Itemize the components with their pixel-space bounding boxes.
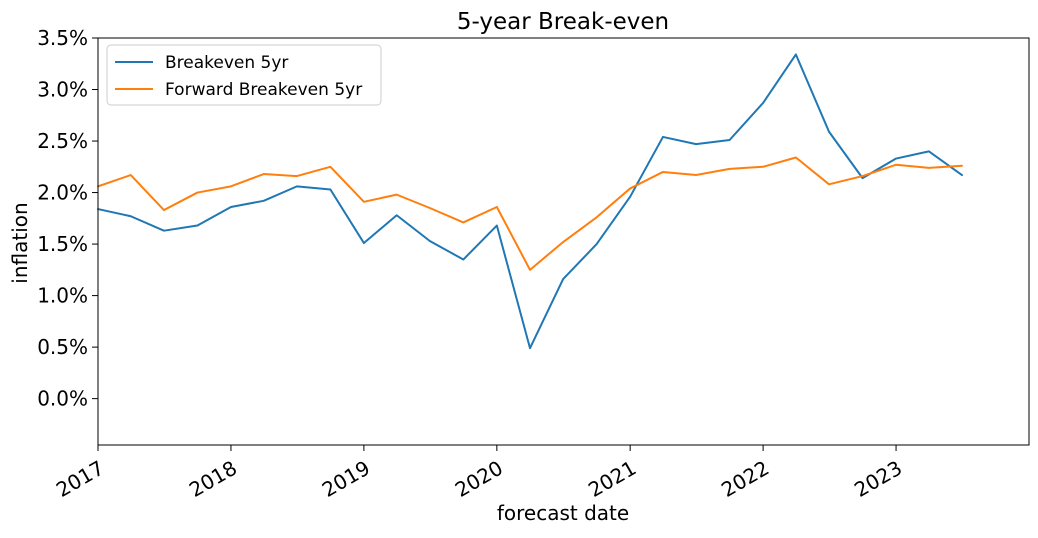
x-tick-label: 2023 bbox=[850, 456, 906, 502]
legend-label-breakeven-5yr: Breakeven 5yr bbox=[165, 53, 288, 73]
legend-label-forward-breakeven-5yr: Forward Breakeven 5yr bbox=[165, 80, 362, 100]
y-tick-label: 0.0% bbox=[37, 387, 88, 411]
y-tick-label: 0.5% bbox=[37, 335, 88, 359]
x-axis-label: forecast date bbox=[497, 501, 629, 525]
x-tick-label: 2021 bbox=[584, 456, 640, 502]
x-tick-label: 2022 bbox=[717, 456, 773, 502]
x-tick-label: 2020 bbox=[451, 456, 507, 502]
y-axis-label: inflation bbox=[8, 202, 32, 283]
series-line-forward-breakeven-5yr bbox=[97, 156, 963, 271]
y-tick-label: 2.5% bbox=[37, 129, 88, 153]
x-axis-ticks: 2017 2018 2019 2020 2021 2022 2023 bbox=[52, 445, 906, 502]
chart-title: 5-year Break-even bbox=[457, 9, 669, 35]
series-line-breakeven-5yr bbox=[97, 53, 963, 350]
x-tick-label: 2018 bbox=[185, 456, 241, 502]
plot-frame bbox=[97, 37, 1030, 446]
y-tick-label: 1.5% bbox=[37, 232, 88, 256]
x-tick-label: 2019 bbox=[318, 456, 374, 502]
x-tick-label: 2017 bbox=[52, 456, 108, 502]
legend-box bbox=[106, 44, 382, 106]
y-tick-label: 1.0% bbox=[37, 284, 88, 308]
y-tick-label: 3.5% bbox=[37, 26, 88, 50]
y-axis-ticks: 0.0% 0.5% 1.0% 1.5% 2.0% 2.5% 3.0% 3.5% bbox=[37, 26, 98, 411]
series-layer bbox=[97, 53, 963, 350]
y-tick-label: 2.0% bbox=[37, 181, 88, 205]
y-tick-label: 3.0% bbox=[37, 78, 88, 102]
legend: Breakeven 5yr Forward Breakeven 5yr bbox=[106, 44, 382, 106]
